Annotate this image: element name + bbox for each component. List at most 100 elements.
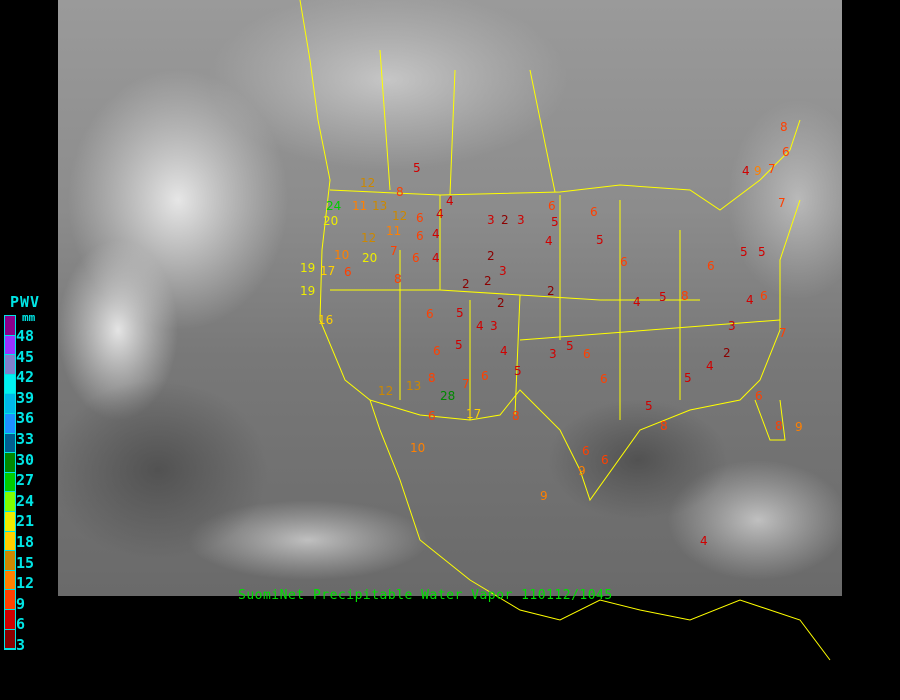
station-pwv-value: 4 (432, 227, 440, 241)
legend-tick-label: 33 (16, 430, 35, 448)
station-pwv-value: 8 (512, 409, 520, 423)
station-pwv-value: 6 (416, 211, 424, 225)
station-pwv-value: 6 (620, 255, 628, 269)
pwv-colorbar (4, 315, 16, 651)
station-pwv-value: 9 (795, 420, 803, 434)
station-pwv-value: 4 (700, 534, 708, 548)
station-pwv-value: 5 (455, 338, 463, 352)
station-pwv-value: 4 (545, 234, 553, 248)
station-pwv-value: 6 (782, 145, 790, 159)
cloud-imagery (48, 0, 868, 580)
station-pwv-value: 5 (456, 306, 464, 320)
station-pwv-value: 6 (760, 289, 768, 303)
legend-title: PWV (10, 293, 41, 311)
station-pwv-value: 11 (386, 224, 401, 238)
colorbar-segment (5, 609, 15, 630)
colorbar-segment (5, 394, 15, 414)
station-pwv-value: 8 (780, 120, 788, 134)
legend-tick-label: 30 (16, 450, 35, 469)
station-pwv-value: 6 (428, 409, 436, 423)
colorbar-segment (5, 629, 15, 650)
station-pwv-value: 7 (390, 244, 398, 258)
station-pwv-value: 8 (394, 272, 402, 286)
station-pwv-value: 10 (334, 248, 349, 262)
station-pwv-value: 4 (746, 293, 754, 307)
station-pwv-value: 6 (426, 307, 434, 321)
station-pwv-value: 2 (723, 346, 731, 360)
station-pwv-value: 4 (432, 251, 440, 265)
station-pwv-value: 5 (684, 371, 692, 385)
legend-tick-label: 45 (16, 347, 35, 366)
station-pwv-value: 5 (659, 290, 667, 304)
colorbar-segment (5, 551, 15, 571)
station-pwv-value: 20 (362, 251, 377, 265)
legend-tick-label: 21 (16, 512, 35, 531)
station-pwv-value: 12 (378, 384, 393, 398)
station-pwv-value: 17 (466, 407, 481, 421)
station-pwv-value: 6 (707, 259, 715, 273)
station-pwv-value: 5 (551, 215, 559, 229)
station-pwv-value: 28 (440, 389, 455, 403)
station-pwv-value: 6 (412, 251, 420, 265)
station-pwv-value: 8 (681, 289, 689, 303)
station-pwv-value: 9 (540, 489, 548, 503)
colorbar-segment (5, 453, 15, 473)
colorbar-segment (5, 374, 15, 395)
legend-tick-label: 42 (16, 368, 35, 387)
station-pwv-value: 17 (320, 264, 335, 278)
station-pwv-value: 5 (596, 233, 604, 247)
station-pwv-value: 4 (500, 344, 508, 358)
colorbar-segment (5, 492, 15, 512)
legend-tick-label: 9 (16, 594, 26, 613)
station-pwv-value: 19 (300, 261, 315, 275)
station-pwv-value: 7 (778, 196, 786, 210)
station-pwv-value: 20 (323, 214, 338, 228)
legend-tick-label: 39 (16, 388, 35, 407)
legend-unit: mm (22, 311, 36, 324)
station-pwv-value: 4 (476, 319, 484, 333)
colorbar-segment (5, 413, 15, 434)
colorbar-segment (5, 316, 15, 336)
station-pwv-value: 6 (600, 372, 608, 386)
station-pwv-value: 19 (300, 284, 315, 298)
station-pwv-value: 6 (582, 444, 590, 458)
station-pwv-value: 6 (548, 199, 556, 213)
station-pwv-value: 6 (416, 229, 424, 243)
legend-tick-label: 36 (16, 409, 35, 428)
station-pwv-value: 5 (566, 339, 574, 353)
station-pwv-value: 8 (396, 185, 404, 199)
legend-tick-label: 15 (16, 553, 35, 572)
station-pwv-value: 13 (372, 199, 387, 213)
station-pwv-value: 6 (601, 453, 609, 467)
station-pwv-value: 5 (645, 399, 653, 413)
station-pwv-value: 2 (501, 213, 509, 227)
legend-tick-label: 18 (16, 533, 35, 551)
station-pwv-value: 6 (583, 347, 591, 361)
colorbar-segment (5, 531, 15, 552)
station-pwv-value: 3 (549, 347, 557, 361)
station-pwv-value: 3 (490, 319, 498, 333)
station-pwv-value: 3 (728, 319, 736, 333)
station-pwv-value: 4 (436, 207, 444, 221)
colorbar-segment (5, 355, 15, 375)
station-pwv-value: 6 (481, 369, 489, 383)
station-pwv-value: 13 (406, 379, 421, 393)
station-pwv-value: 4 (742, 164, 750, 178)
station-pwv-value: 2 (462, 277, 470, 291)
station-pwv-value: 5 (758, 245, 766, 259)
station-pwv-value: 2 (487, 249, 495, 263)
station-pwv-value: 8 (660, 419, 668, 433)
station-pwv-value: 3 (487, 213, 495, 227)
station-pwv-value: 5 (413, 161, 421, 175)
station-pwv-value: 6 (590, 205, 598, 219)
station-pwv-value: 4 (446, 194, 454, 208)
station-pwv-value: 5 (514, 364, 522, 378)
station-pwv-value: 7 (462, 377, 470, 391)
legend-tick-label: 12 (16, 574, 35, 593)
station-pwv-value: 6 (755, 389, 763, 403)
station-pwv-value: 2 (484, 274, 492, 288)
colorbar-segment (5, 570, 15, 591)
station-pwv-value: 11 (352, 199, 367, 213)
